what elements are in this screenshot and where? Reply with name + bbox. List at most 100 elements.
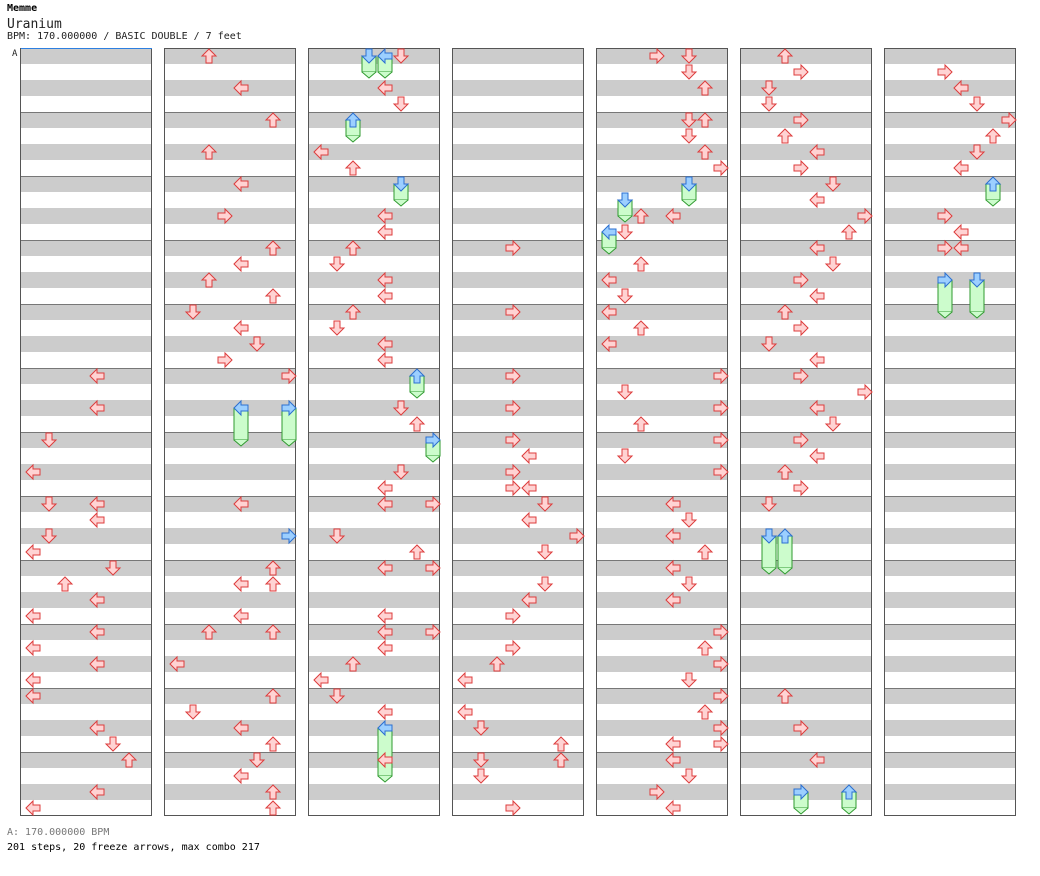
beat-band [452,336,584,352]
beat-band [308,80,440,96]
beat-band [452,720,584,736]
arrow-right-icon [505,607,521,625]
arrow-left-icon [233,495,249,513]
beat-band [164,400,296,416]
arrow-up-icon [840,784,858,800]
arrow-right-icon [425,623,441,641]
beat-band [452,80,584,96]
arrow-up-icon [696,112,714,128]
arrow-up-icon [984,176,1002,192]
beat-band [596,336,728,352]
beat-band [308,400,440,416]
beat-band [596,560,728,576]
arrow-up-icon [344,656,362,672]
beat-band [308,432,440,448]
arrow-left-icon [665,527,681,545]
arrow-left-icon [809,751,825,769]
arrow-up-icon [776,304,794,320]
arrow-down-icon [760,496,778,512]
arrow-down-icon [760,528,778,544]
arrow-up-icon [632,256,650,272]
artist-name: Memme [7,3,38,14]
arrow-left-icon [377,271,393,289]
arrow-up-icon [200,48,218,64]
arrow-down-icon [248,752,266,768]
arrow-up-icon [264,112,282,128]
arrow-up-icon [488,656,506,672]
arrow-up-icon [408,544,426,560]
arrow-up-icon [632,416,650,432]
beat-band [452,624,584,640]
arrow-right-icon [793,479,809,497]
arrow-right-icon [281,527,297,545]
arrow-left-icon [89,783,105,801]
beat-band [308,272,440,288]
arrow-right-icon [793,319,809,337]
chart-column-3 [308,47,441,816]
chart-column-1 [20,48,152,817]
beat-band [308,560,440,576]
arrow-right-icon [793,63,809,81]
arrow-left-icon [521,511,537,529]
arrow-left-icon [377,79,393,97]
beat-band [164,784,296,800]
beat-band [740,464,872,480]
freeze-arrow-tail [361,71,377,79]
beat-band [20,688,152,704]
arrow-down-icon [360,48,378,64]
arrow-down-icon [392,48,410,64]
footer-bpm-line: A: 170.000000 BPM [7,827,110,838]
beat-band [884,464,1016,480]
arrow-left-icon [233,79,249,97]
beat-band [308,304,440,320]
beat-band [740,400,872,416]
arrow-up-icon [840,224,858,240]
arrow-left-icon [377,607,393,625]
column-border [308,48,440,816]
arrow-down-icon [824,176,842,192]
beat-band [308,176,440,192]
beat-band [884,528,1016,544]
beat-band [740,592,872,608]
freeze-arrow-tail [793,807,809,815]
arrow-right-icon [793,271,809,289]
beat-band [164,304,296,320]
arrow-left-icon [665,735,681,753]
beat-band [20,272,152,288]
beat-band [596,752,728,768]
arrow-right-icon [505,399,521,417]
arrow-left-icon [233,255,249,273]
arrow-left-icon [25,799,41,817]
freeze-arrow-tail [345,135,361,143]
beat-band [308,784,440,800]
freeze-arrow-tail [377,775,393,783]
arrow-right-icon [937,239,953,257]
beat-band [164,624,296,640]
arrow-left-icon [601,335,617,353]
beat-band [740,688,872,704]
arrow-right-icon [281,399,297,417]
beat-band [884,656,1016,672]
beat-band [20,464,152,480]
arrow-left-icon [601,303,617,321]
beat-band [740,208,872,224]
beat-band [740,560,872,576]
arrow-left-icon [25,463,41,481]
arrow-right-icon [857,207,873,225]
arrow-left-icon [457,671,473,689]
beat-band [308,528,440,544]
arrow-down-icon [392,176,410,192]
beat-band [884,112,1016,128]
arrow-right-icon [793,111,809,129]
chart-header: Memme Uranium BPM: 170.000000 / BASIC DO… [7,4,242,42]
arrow-up-icon [408,416,426,432]
arrow-up-icon [264,576,282,592]
arrow-right-icon [713,735,729,753]
beat-band [596,432,728,448]
freeze-arrow-tail [777,567,793,575]
arrow-left-icon [377,335,393,353]
arrow-right-icon [505,479,521,497]
beat-band [164,688,296,704]
arrow-left-icon [665,495,681,513]
beat-band [164,240,296,256]
